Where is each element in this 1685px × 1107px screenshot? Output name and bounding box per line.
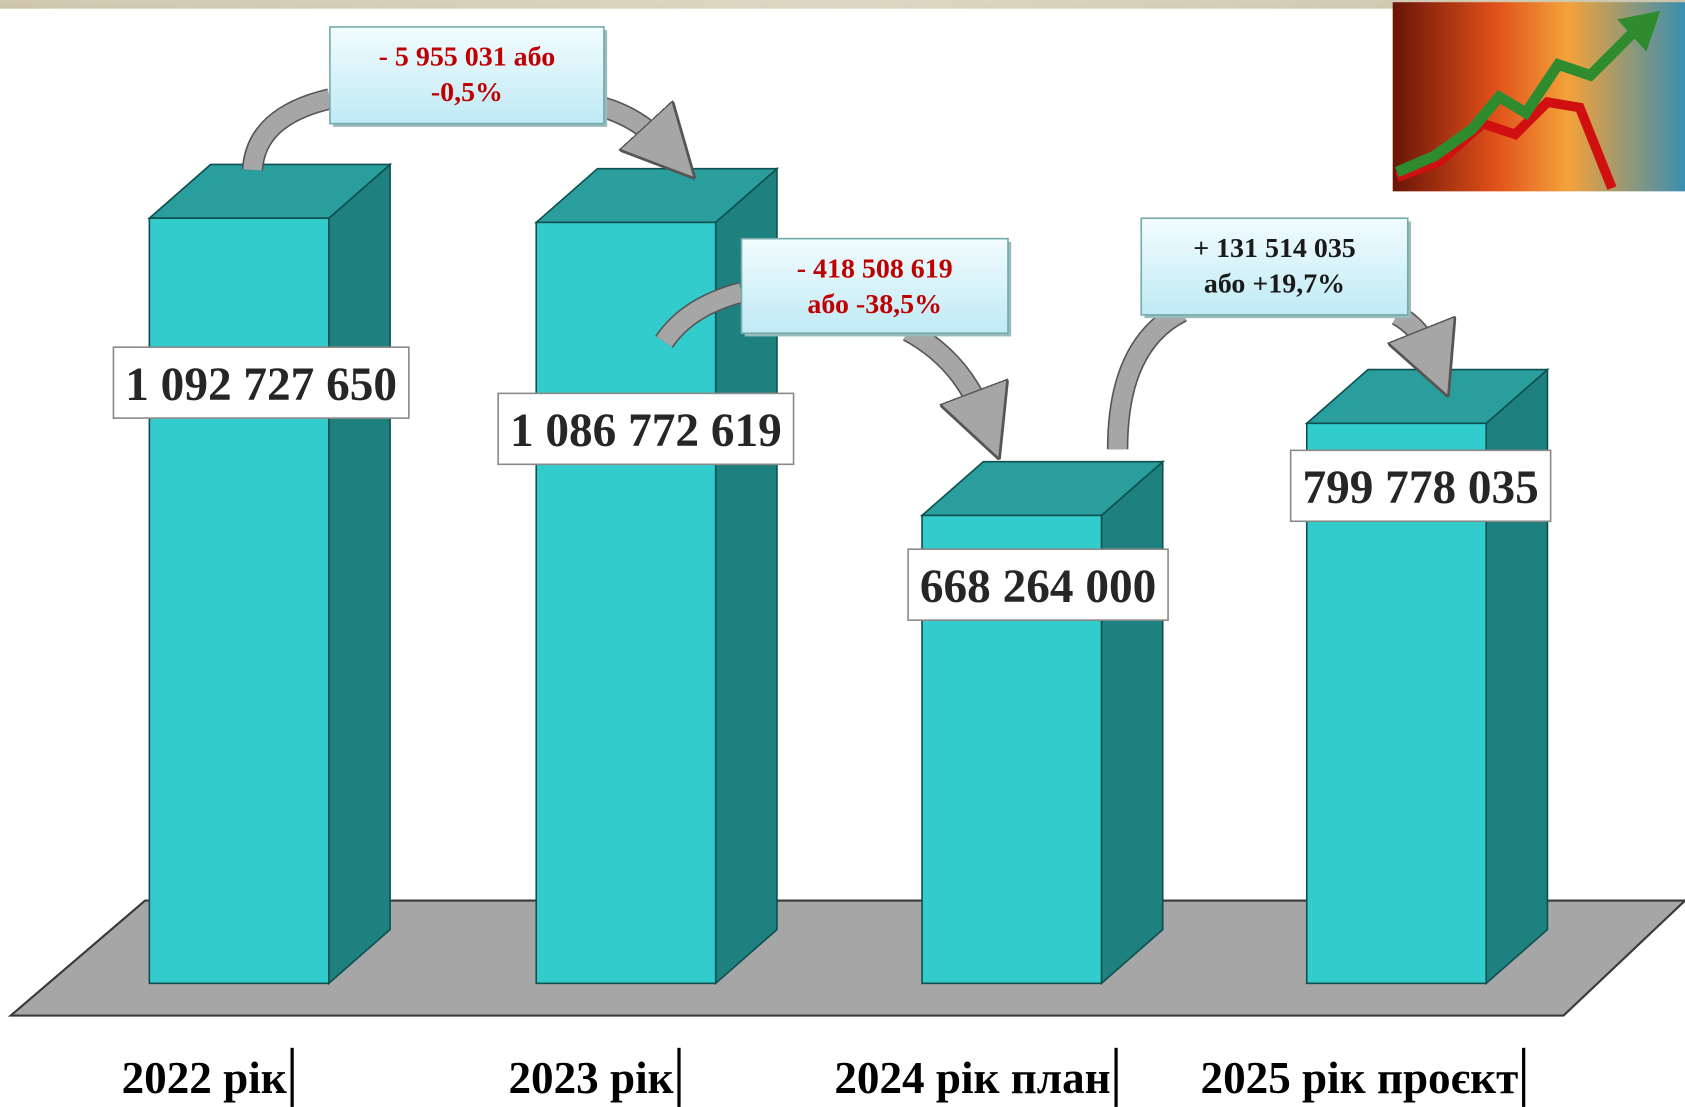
bar-side: [1100, 459, 1164, 986]
annotation-box: [1140, 217, 1409, 316]
annotation-box: [329, 26, 605, 125]
annotation-text: -0,5%: [431, 77, 503, 108]
bars: [147, 162, 1550, 986]
annotation-text: або +19,7%: [1204, 268, 1345, 299]
annotation-text: - 418 508 619: [797, 253, 953, 284]
value-label: 799 778 035: [1302, 462, 1538, 514]
top-border: [0, 0, 1685, 9]
stock-image: [1392, 2, 1685, 192]
bar: [148, 217, 330, 985]
value-label: 1 092 727 650: [125, 359, 397, 411]
value-label: 668 264 000: [920, 561, 1156, 613]
x-tick-label: 2024 рік план: [834, 1053, 1110, 1103]
value-label-box: [112, 346, 410, 419]
x-tick-label: 2025 рік проєкт: [1201, 1053, 1519, 1103]
annotation-text: або -38,5%: [807, 289, 942, 320]
value-label-box: [497, 392, 795, 466]
x-tick-label: 2022 рік: [122, 1053, 287, 1103]
annotation-text: + 131 514 035: [1193, 233, 1356, 264]
value-label: 1 086 772 619: [510, 405, 782, 457]
annotation-text: - 5 955 031 або: [379, 42, 556, 73]
labels: 1 092 727 650 2022 рік 1 086 772 619 2023 р…: [112, 26, 1552, 1107]
annotation-box: [740, 237, 1009, 335]
value-label-box: [1289, 449, 1552, 523]
value-label-box: [907, 548, 1169, 621]
floor: [7, 899, 1685, 1017]
bar: [535, 221, 717, 985]
bar-side: [328, 162, 391, 986]
x-tick-label: 2023 рік: [508, 1053, 673, 1103]
